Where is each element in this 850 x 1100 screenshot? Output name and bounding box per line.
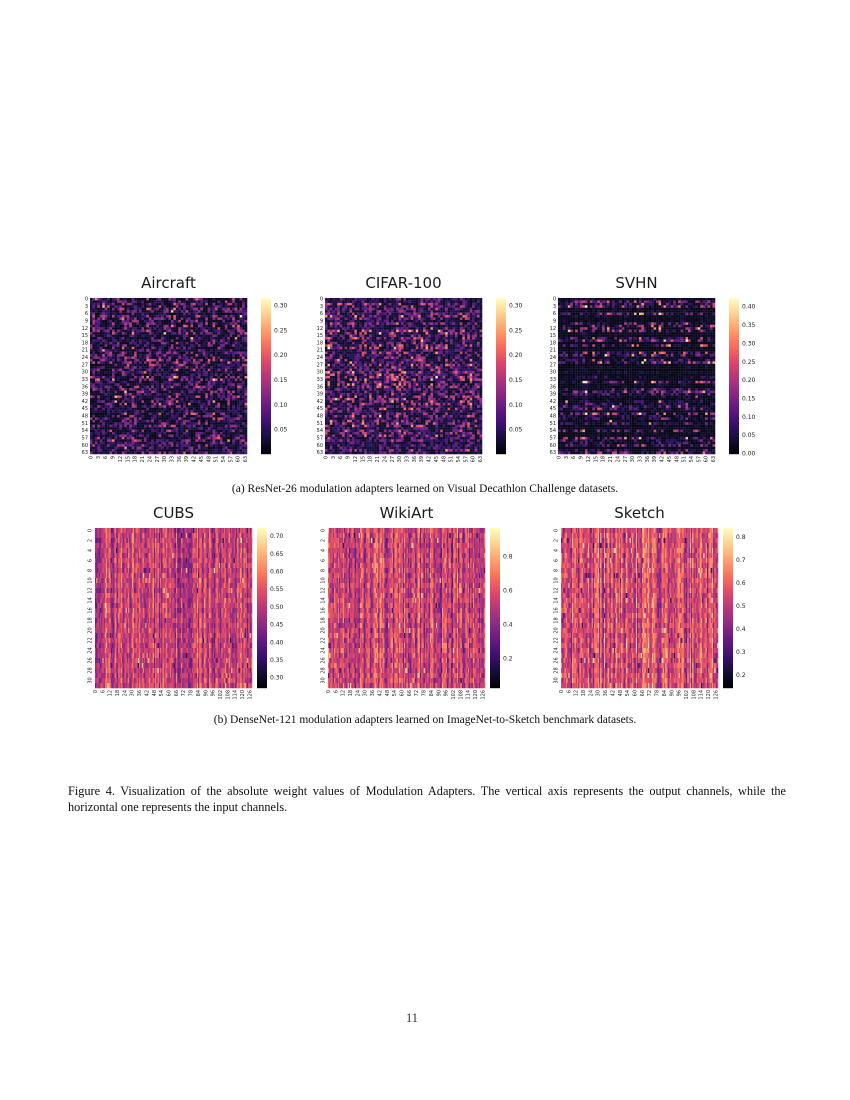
figure-caption-line-2: horizontal one represents the input chan… — [68, 800, 288, 814]
panel-title-cubs: CUBS — [152, 504, 194, 522]
panel-title-svhn: SVHN — [615, 274, 658, 292]
panel-title-cifar100: CIFAR-100 — [365, 274, 442, 292]
panel-svhn: SVHN — [538, 272, 770, 484]
figure-caption: Figure 4. Visualization of the absolute … — [68, 783, 786, 815]
cubs-heatmap-canvas — [70, 526, 302, 714]
panel-cubs: CUBS — [70, 502, 302, 714]
sketch-heatmap-canvas — [536, 526, 768, 714]
panel-wikiart: WikiArt — [303, 502, 535, 714]
panel-title-aircraft: Aircraft — [141, 274, 196, 292]
panel-sketch: Sketch — [536, 502, 768, 714]
panel-title-wikiart: WikiArt — [379, 504, 434, 522]
aircraft-heatmap-canvas — [70, 296, 302, 478]
panel-cifar100: CIFAR-100 — [305, 272, 537, 484]
wikiart-heatmap-canvas — [303, 526, 535, 714]
subcaption-b: (b) DenseNet-121 modulation adapters lea… — [213, 714, 637, 726]
page-number: 11 — [405, 1011, 419, 1025]
svhn-heatmap-canvas — [538, 296, 770, 478]
figure-caption-line-1: Figure 4. Visualization of the absolute … — [68, 784, 786, 798]
subcaption-a: (a) ResNet-26 modulation adapters learne… — [231, 483, 619, 495]
panel-aircraft: Aircraft — [70, 272, 302, 484]
cifar100-heatmap-canvas — [305, 296, 537, 478]
panel-title-sketch: Sketch — [614, 504, 665, 522]
